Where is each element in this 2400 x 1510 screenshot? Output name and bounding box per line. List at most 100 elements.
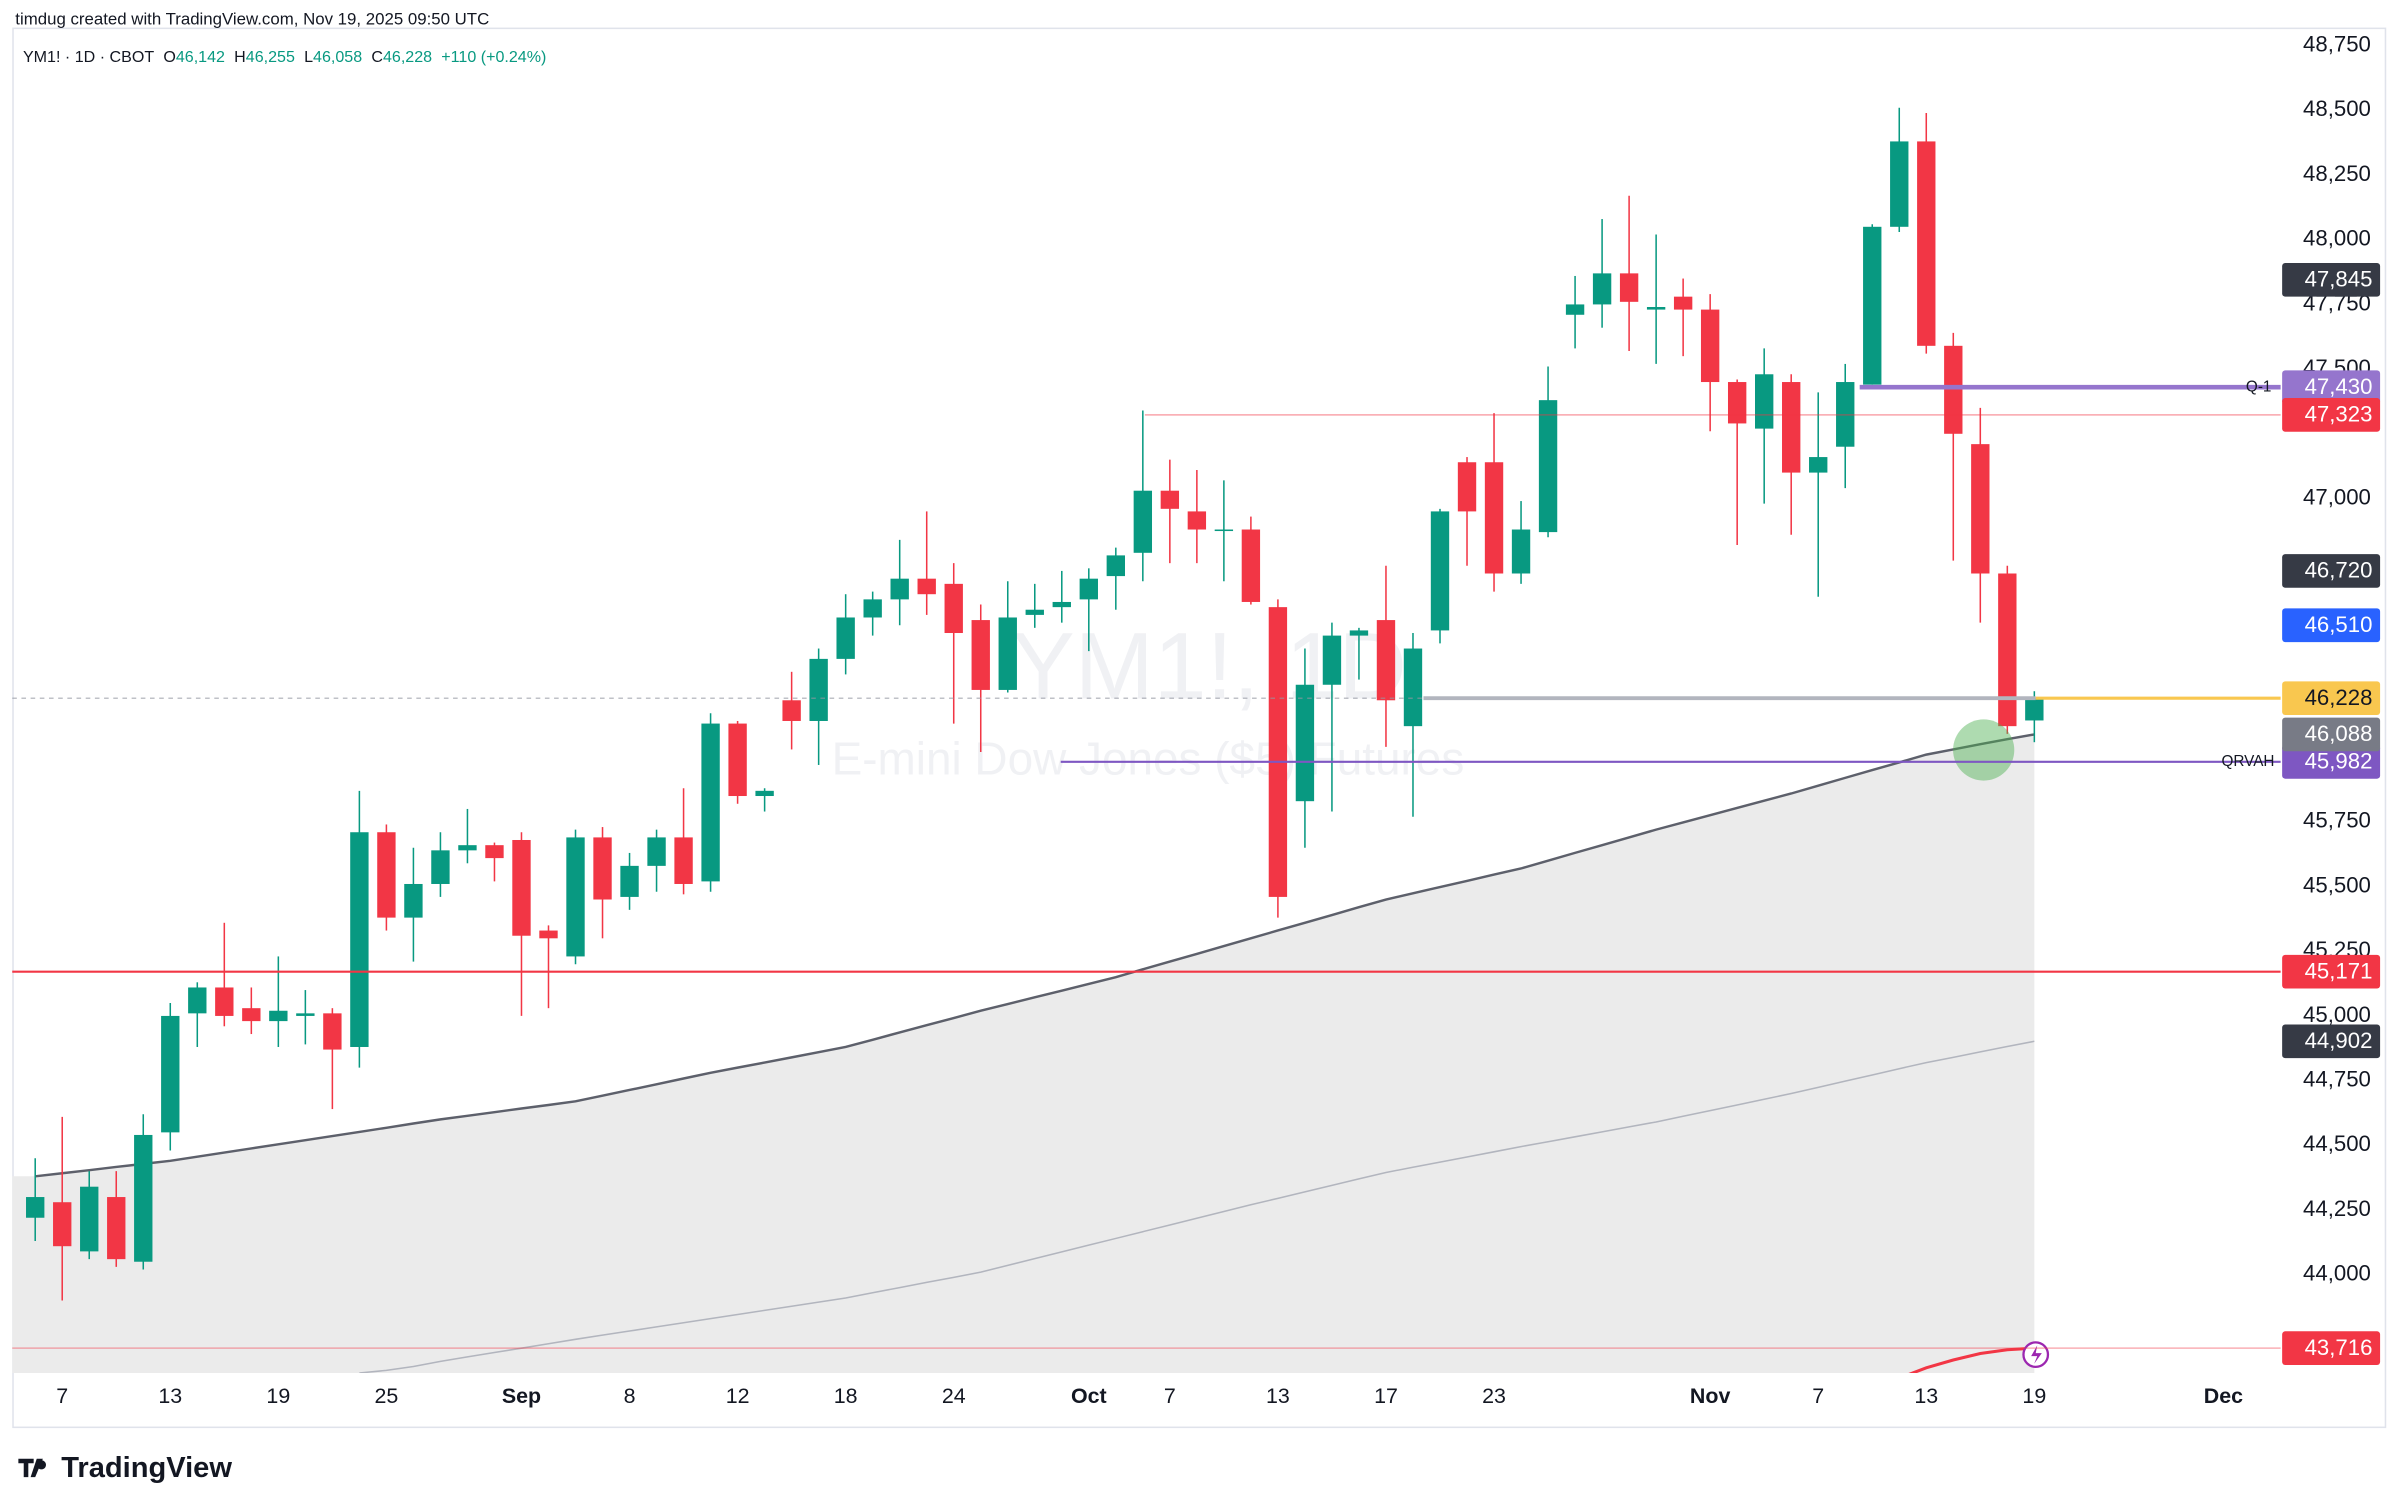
candle-body [1079,578,1098,600]
price-label: 46,510 [2305,612,2373,637]
candle-body [1160,490,1180,509]
candle-body [647,837,666,866]
candle-body [377,832,396,918]
candle-body [215,987,234,1016]
price-label: 44,902 [2305,1028,2373,1053]
price-label-box [2282,608,2381,643]
watermark: YM1!, 1D E-mini Dow Jones ($5) Futures [832,614,1465,785]
price-label-box [2282,717,2381,752]
level-tag: QRVAH [2221,753,2274,770]
candle-body [701,723,720,882]
price-label: 47,845 [2305,266,2373,291]
y-tick-label: 48,250 [2303,161,2371,186]
price-label: 43,716 [2305,1335,2373,1360]
candle-body [998,617,1017,690]
legend: YM1! · 1D · CBOT O46,142 H46,255 L46,058 C46… [23,48,546,66]
legend-value: 46,228 [383,48,432,66]
legend-change: +110 (+0.24%) [441,48,546,66]
price-label-box [2282,1024,2381,1059]
price-label: 47,430 [2305,374,2373,399]
price-label: 45,171 [2305,958,2373,983]
x-tick-label: 19 [2022,1384,2046,1408]
y-tick-label: 45,750 [2303,808,2371,833]
candle-body [863,599,882,618]
candle-body [2025,698,2044,721]
candle-body [674,837,693,884]
legend-value: 46,058 [313,48,362,66]
price-label-box [2282,554,2381,588]
legend-value: 46,255 [246,48,295,66]
legend-value: 46,142 [176,48,225,66]
candle-body [1673,296,1693,310]
x-tick-label: Oct [1071,1384,1107,1408]
x-tick-label: 13 [1266,1384,1290,1408]
y-tick-label: 44,500 [2303,1131,2371,1156]
y-tick-label: 44,750 [2303,1066,2371,1091]
price-label-box [2282,745,2381,779]
candle-body [944,583,963,634]
candle-body [296,1013,315,1016]
legend-key: L [304,48,313,66]
x-tick-label: 12 [726,1384,750,1408]
x-tick-label: Nov [1690,1384,1731,1408]
candle-body [917,578,936,595]
candle-body [755,790,774,797]
price-label-box [2282,398,2381,432]
candle-body [188,987,207,1014]
y-tick-label: 48,000 [2303,226,2371,251]
price-label: 46,720 [2305,558,2373,583]
candle-body [836,617,855,659]
candle-body [485,845,504,859]
candle-body [404,883,423,918]
credit: timdug created with TradingView.com, Nov… [15,9,489,28]
candle-body [1944,345,1963,434]
candle-body [1646,307,1666,310]
candle-body [1998,573,2017,727]
indicator-line [1908,1346,2035,1373]
price-label-box [2282,681,2381,716]
candle-body [1241,529,1261,602]
candle-body [1538,400,1558,533]
candle-body [1917,141,1936,346]
candle-body [890,578,909,600]
legend-key: C [371,48,383,66]
candle-body [1268,607,1288,897]
candle-body [566,837,585,957]
indicator-line [359,1040,2035,1373]
candle-body [1025,609,1044,615]
candle-body [161,1015,180,1133]
watermark-symbol: YM1!, 1D [1011,614,1406,720]
highlight-marker [1953,719,2015,781]
legend-key: H [234,48,246,66]
price-label-box [2282,954,2381,989]
x-tick-label: 24 [942,1384,966,1408]
price-label-box [2282,263,2381,297]
legend-line: YM1! · 1D · CBOT O46,142 H46,255 L46,058 C46… [23,48,546,66]
candle-body [350,832,369,1047]
price-label: 46,228 [2305,685,2373,710]
candle-body [1322,635,1342,685]
candle-body [242,1008,261,1022]
candle-body [971,620,990,690]
candle-body [1755,374,1774,429]
price-label: 46,088 [2305,721,2373,746]
x-tick-label: 23 [1482,1384,1506,1408]
candle-body [269,1010,288,1022]
candle-body [1836,382,1855,447]
x-tick-label: 17 [1374,1384,1398,1408]
candle-body [1349,630,1369,636]
candle-body [1430,511,1450,631]
x-tick-label: 8 [624,1384,636,1408]
candle-body [1782,382,1801,473]
candle-body [782,700,801,721]
candle-body [1700,309,1720,383]
price-label-box [2282,1331,2381,1365]
candle-body [1052,601,1071,608]
legend-key: O [163,48,176,66]
ma-area [12,734,2035,1373]
x-tick-label: 25 [374,1384,398,1408]
y-tick-label: 48,500 [2303,96,2371,121]
y-tick-label: 44,000 [2303,1261,2371,1286]
